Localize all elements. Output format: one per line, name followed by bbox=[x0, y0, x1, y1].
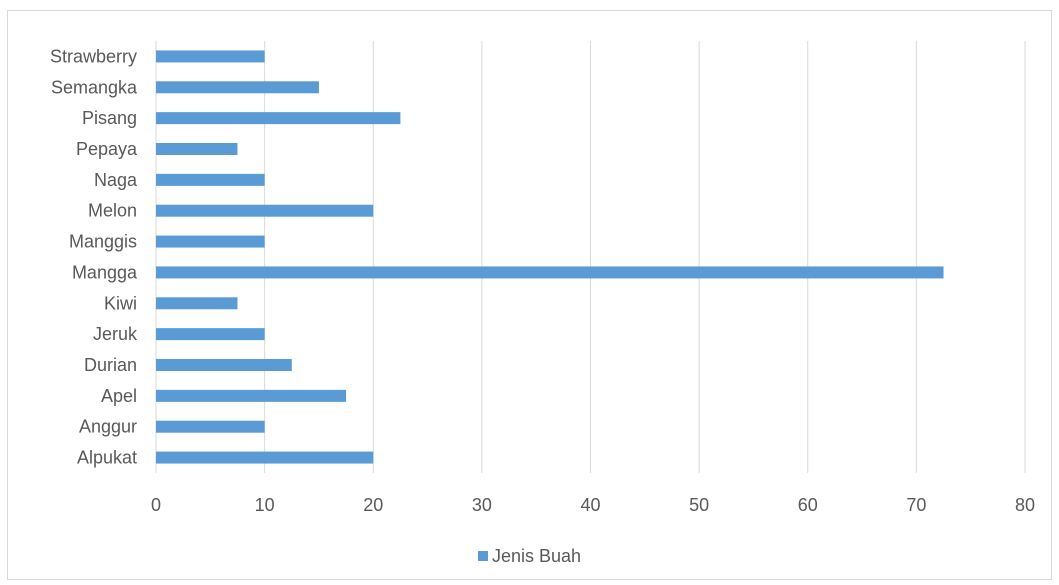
bar-strawberry bbox=[156, 50, 265, 63]
bar-semangka bbox=[156, 81, 319, 94]
category-label: Melon bbox=[88, 201, 137, 221]
x-tick-label: 60 bbox=[798, 495, 818, 515]
x-tick-labels: 0 10 20 30 40 50 60 70 80 bbox=[151, 495, 1035, 515]
bar-pisang bbox=[156, 112, 401, 125]
bar-apel bbox=[156, 389, 347, 402]
category-label: Anggur bbox=[79, 417, 137, 437]
category-label: Pisang bbox=[82, 108, 137, 128]
x-tick-label: 30 bbox=[472, 495, 492, 515]
legend-label: Jenis Buah bbox=[491, 546, 582, 566]
x-tick-label: 40 bbox=[580, 495, 600, 515]
category-label: Kiwi bbox=[104, 293, 137, 313]
x-tick-label: 10 bbox=[255, 495, 275, 515]
category-label: Semangka bbox=[51, 77, 138, 97]
legend: Jenis Buah bbox=[0, 546, 1059, 567]
category-label: Jeruk bbox=[93, 324, 138, 344]
bar-naga bbox=[156, 173, 265, 186]
bar-manggis bbox=[156, 235, 265, 248]
bar-pepaya bbox=[156, 143, 238, 155]
bar-jeruk bbox=[156, 328, 265, 341]
bar-mangga bbox=[156, 266, 944, 279]
category-label: Apel bbox=[101, 386, 137, 406]
x-tick-label: 50 bbox=[689, 495, 709, 515]
category-label: Pepaya bbox=[76, 139, 138, 159]
x-tick-label: 20 bbox=[363, 495, 383, 515]
chart-frame bbox=[7, 10, 1052, 580]
category-label: Durian bbox=[84, 355, 137, 375]
bar-anggur bbox=[156, 420, 265, 433]
category-label: Manggis bbox=[69, 232, 137, 252]
bar-durian bbox=[156, 359, 292, 371]
x-tick-label: 70 bbox=[906, 495, 926, 515]
bar-alpukat bbox=[156, 451, 374, 464]
bar-kiwi bbox=[156, 297, 238, 310]
category-label: Alpukat bbox=[77, 448, 137, 468]
gridlines bbox=[155, 41, 1026, 473]
category-label: Naga bbox=[94, 170, 138, 190]
x-tick-label: 80 bbox=[1015, 495, 1035, 515]
category-label: Strawberry bbox=[50, 46, 137, 66]
x-tick-label: 0 bbox=[151, 495, 161, 515]
bar-melon bbox=[156, 204, 374, 217]
bars bbox=[156, 50, 944, 464]
category-labels: Alpukat Anggur Apel Durian Jeruk Kiwi Mangga Ma… bbox=[50, 46, 138, 467]
legend-swatch bbox=[477, 551, 488, 562]
category-label: Mangga bbox=[72, 262, 138, 282]
